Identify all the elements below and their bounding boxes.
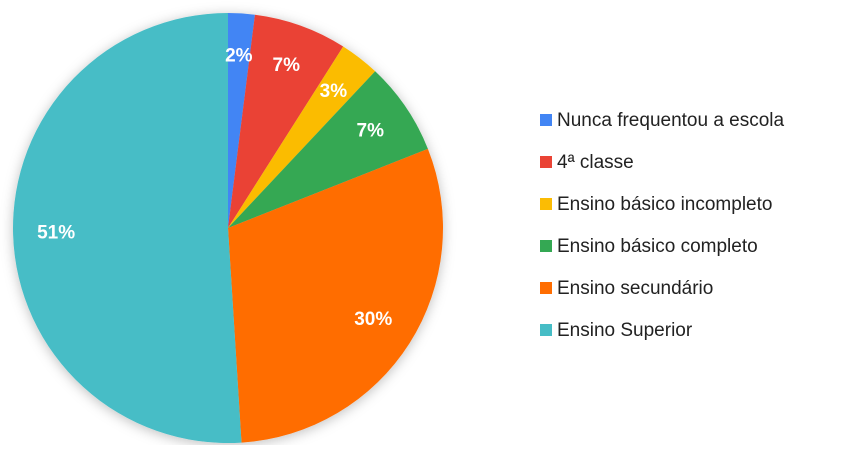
value-label: 7% xyxy=(357,120,385,141)
pie-slice xyxy=(228,14,344,228)
pie-slice xyxy=(228,46,376,228)
legend-label: 4ª classe xyxy=(557,152,634,173)
pie-slice xyxy=(228,148,444,443)
legend-label: Ensino básico incompleto xyxy=(557,194,772,215)
legend-swatch xyxy=(540,240,552,252)
pie-slice xyxy=(228,13,255,228)
value-label: 30% xyxy=(354,309,392,330)
legend-swatch xyxy=(540,114,552,126)
pie-slice xyxy=(13,13,242,443)
pie-slice xyxy=(228,71,428,228)
value-label: 7% xyxy=(273,55,301,76)
value-label: 2% xyxy=(225,45,253,66)
legend-label: Nunca frequentou a escola xyxy=(557,110,785,131)
legend-label: Ensino secundário xyxy=(557,278,713,299)
legend-swatch xyxy=(540,156,552,168)
value-label: 51% xyxy=(37,222,75,243)
legend-swatch xyxy=(540,198,552,210)
pie xyxy=(13,13,444,443)
value-label: 3% xyxy=(320,81,348,102)
legend-label: Ensino Superior xyxy=(557,320,693,341)
legend-swatch xyxy=(540,324,552,336)
legend-label: Ensino básico completo xyxy=(557,236,758,257)
legend-swatch xyxy=(540,282,552,294)
